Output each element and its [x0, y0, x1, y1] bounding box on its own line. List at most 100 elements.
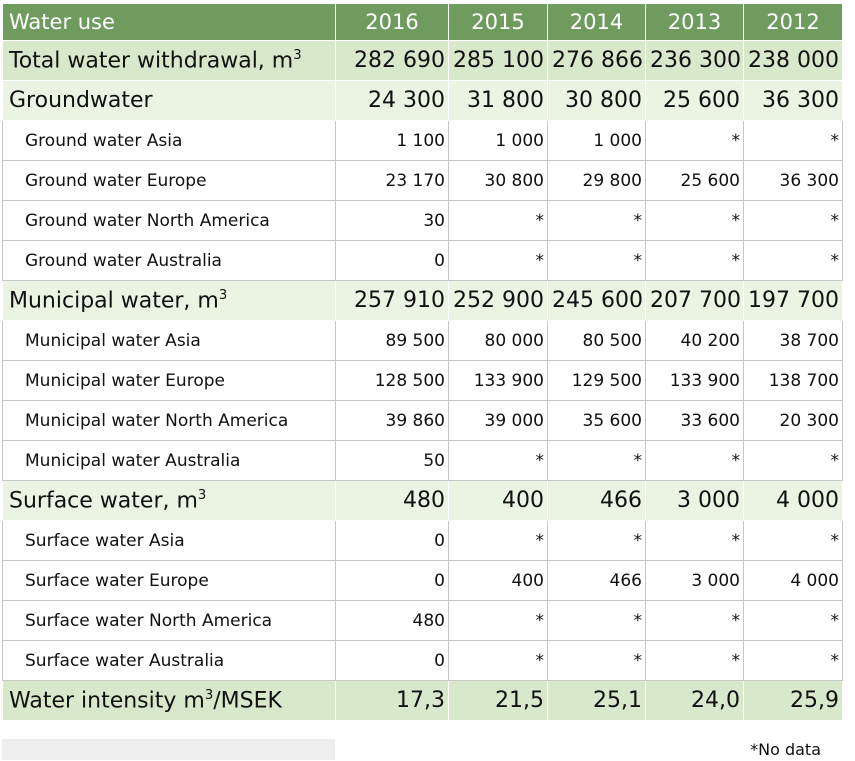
footer-bar: [2, 739, 335, 760]
label-text: Ground water Australia: [25, 250, 222, 271]
footnote: *No data: [750, 740, 821, 759]
value-cell: 245 600: [547, 280, 646, 321]
value-cell: 23 170: [335, 160, 449, 201]
label-superscript: 3: [293, 47, 302, 63]
year-header: 2016: [335, 3, 449, 41]
year-header: 2012: [743, 3, 843, 41]
row-label: Municipal water Europe: [2, 360, 336, 401]
value-cell: *: [448, 520, 548, 561]
value-cell: 138 700: [743, 360, 843, 401]
value-cell: *: [743, 640, 843, 681]
label-text: Municipal water Europe: [25, 370, 225, 391]
label-text: Ground water North America: [25, 210, 270, 231]
row-group: Groundwater 24 300 31 800 30 800 25 600 36 30…: [2, 80, 843, 121]
value-cell: 31 800: [448, 80, 548, 121]
row-sub: Municipal water Australia 50 * * * *: [2, 440, 843, 481]
row-sub: Municipal water Asia 89 500 80 000 80 500 40…: [2, 320, 843, 361]
value-cell: *: [448, 200, 548, 241]
value-cell: *: [645, 200, 744, 241]
row-sub: Municipal water Europe 128 500 133 900 129 …: [2, 360, 843, 401]
label-text: Total water withdrawal, m: [9, 48, 294, 74]
value-cell: 207 700: [645, 280, 744, 321]
value-cell: *: [547, 440, 646, 481]
value-cell: 25,1: [547, 680, 646, 721]
value-cell: 40 200: [645, 320, 744, 361]
row-label: Surface water Europe: [2, 560, 336, 601]
value-cell: 480: [335, 480, 449, 521]
value-cell: 50: [335, 440, 449, 481]
row-label: Surface water Australia: [2, 640, 336, 681]
value-cell: 17,3: [335, 680, 449, 721]
value-cell: 25,9: [743, 680, 843, 721]
value-cell: *: [645, 640, 744, 681]
water-table: Water use 2016 2015 2014 2013 2012 Total wate…: [2, 3, 843, 721]
label-superscript: 3: [204, 687, 214, 703]
value-cell: 197 700: [743, 280, 843, 321]
value-cell: 30 800: [448, 160, 548, 201]
value-cell: 39 860: [335, 400, 449, 441]
row-sub: Municipal water North America 39 860 39 00…: [2, 400, 843, 441]
row-label: Groundwater: [2, 80, 336, 121]
value-cell: 89 500: [335, 320, 449, 361]
label-text: Ground water Europe: [25, 170, 207, 191]
value-cell: 38 700: [743, 320, 843, 361]
value-cell: *: [743, 120, 843, 161]
label-text: Surface water, m: [9, 488, 198, 514]
value-cell: *: [547, 240, 646, 281]
value-cell: 400: [448, 480, 548, 521]
row-label: Municipal water Australia: [2, 440, 336, 481]
value-cell: 3 000: [645, 560, 744, 601]
value-cell: *: [547, 200, 646, 241]
row-label: Municipal water, m3: [2, 280, 336, 321]
value-cell: 4 000: [743, 560, 843, 601]
value-cell: 0: [335, 560, 449, 601]
value-cell: *: [645, 520, 744, 561]
value-cell: 400: [448, 560, 548, 601]
value-cell: 80 500: [547, 320, 646, 361]
label-text: Surface water Europe: [25, 570, 209, 591]
value-cell: *: [547, 640, 646, 681]
row-label: Ground water North America: [2, 200, 336, 241]
row-label: Municipal water Asia: [2, 320, 336, 361]
row-label: Ground water Europe: [2, 160, 336, 201]
value-cell: 25 600: [645, 160, 744, 201]
row-sub: Ground water Asia 1 100 1 000 1 000 * *: [2, 120, 843, 161]
value-cell: 282 690: [335, 40, 449, 81]
value-cell: *: [448, 600, 548, 641]
value-cell: 257 910: [335, 280, 449, 321]
value-cell: *: [547, 600, 646, 641]
value-cell: 21,5: [448, 680, 548, 721]
value-cell: *: [448, 240, 548, 281]
value-cell: *: [448, 440, 548, 481]
label-text: Municipal water, m: [9, 288, 219, 314]
value-cell: 80 000: [448, 320, 548, 361]
value-cell: *: [645, 240, 744, 281]
label-text: Ground water Asia: [25, 130, 183, 151]
label-text: Groundwater: [9, 88, 153, 113]
row-total: Water intensity m3/MSEK 17,3 21,5 25,1 24,0 2…: [2, 680, 843, 721]
value-cell: 133 900: [448, 360, 548, 401]
value-cell: 236 300: [645, 40, 744, 81]
row-total: Total water withdrawal, m3 282 690 285 100…: [2, 40, 843, 81]
value-cell: 276 866: [547, 40, 646, 81]
value-cell: *: [448, 640, 548, 681]
row-label: Surface water, m3: [2, 480, 336, 521]
label-text: Municipal water Asia: [25, 330, 201, 351]
value-cell: 133 900: [645, 360, 744, 401]
value-cell: *: [547, 520, 646, 561]
label-text: Water intensity m: [9, 688, 205, 714]
value-cell: 0: [335, 240, 449, 281]
table-body: Total water withdrawal, m3 282 690 285 100…: [2, 40, 843, 721]
value-cell: 285 100: [448, 40, 548, 81]
value-cell: 480: [335, 600, 449, 641]
row-sub: Surface water Australia 0 * * * *: [2, 640, 843, 681]
row-label: Water intensity m3/MSEK: [2, 680, 336, 721]
value-cell: *: [743, 200, 843, 241]
label-text: Municipal water Australia: [25, 450, 241, 471]
value-cell: 20 300: [743, 400, 843, 441]
value-cell: 1 100: [335, 120, 449, 161]
row-sub: Ground water Europe 23 170 30 800 29 800 25 …: [2, 160, 843, 201]
row-group: Surface water, m3 480 400 466 3 000 4 000: [2, 480, 843, 521]
value-cell: 39 000: [448, 400, 548, 441]
